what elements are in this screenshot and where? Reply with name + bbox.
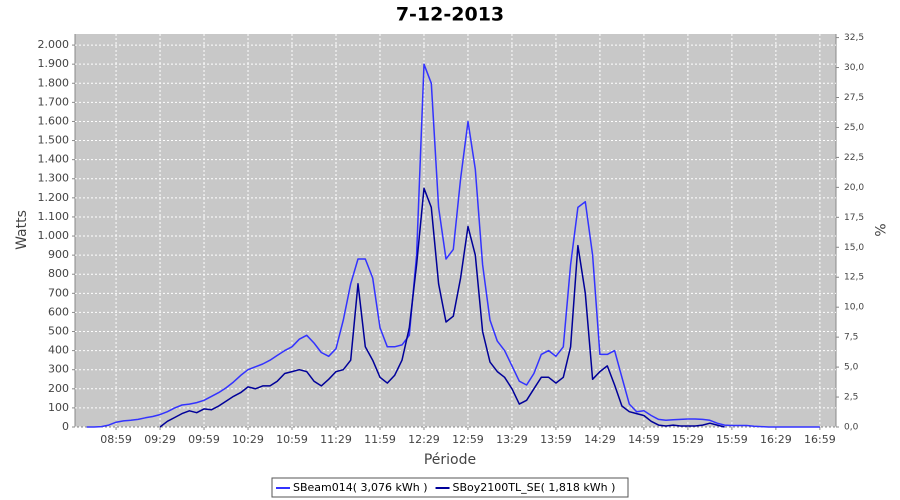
y2-tick-label: 10,0	[844, 303, 864, 313]
y-tick-label: 400	[48, 344, 69, 357]
x-tick-label: 11:59	[364, 433, 396, 446]
y2-tick-label: 32,5	[844, 33, 864, 43]
x-tick-label: 09:59	[188, 433, 220, 446]
y2-tick-label: 15,0	[844, 243, 864, 253]
y-tick-label: 300	[48, 363, 69, 376]
y2-tick-label: 12,5	[844, 273, 864, 283]
y-tick-label: 200	[48, 382, 69, 395]
y-axis-label: Watts	[14, 210, 30, 250]
x-tick-label: 08:59	[100, 433, 132, 446]
y-tick-label: 0	[62, 420, 69, 433]
y-tick-label: 700	[48, 286, 69, 299]
y-tick-label: 1.000	[38, 229, 70, 242]
x-tick-label: 09:29	[144, 433, 176, 446]
x-axis-label: Période	[424, 452, 476, 468]
y2-tick-label: 20,0	[844, 183, 864, 193]
y2-tick-label: 5,0	[844, 363, 859, 373]
x-tick-label: 11:29	[320, 433, 352, 446]
y2-tick-label: 30,0	[844, 63, 864, 73]
y-tick-label: 500	[48, 325, 69, 338]
chart-title: 7-12-2013	[396, 4, 504, 26]
y-tick-label: 1.400	[38, 153, 70, 166]
legend	[271, 477, 629, 498]
y2-tick-label: 7,5	[844, 333, 858, 343]
x-tick-label: 12:29	[408, 433, 440, 446]
y-tick-label: 800	[48, 267, 69, 280]
y-tick-label: 1.300	[38, 172, 70, 185]
series-line	[159, 187, 725, 428]
y-tick-label: 1.500	[38, 134, 70, 147]
y2-tick-label: 25,0	[844, 123, 864, 133]
x-tick-label: 12:59	[452, 433, 484, 446]
y2-tick-label: 2,5	[844, 393, 858, 403]
x-tick-label: 14:29	[584, 433, 616, 446]
y2-tick-label: 17,5	[844, 213, 864, 223]
x-tick-label: 10:29	[232, 433, 264, 446]
legend-label: SBeam014( 3,076 kWh )	[293, 481, 428, 494]
x-tick-label: 16:29	[760, 433, 792, 446]
y-tick-label: 1.700	[38, 95, 70, 108]
y-tick-label: 1.800	[38, 76, 70, 89]
y-tick-label: 1.100	[38, 210, 70, 223]
x-tick-label: 14:59	[628, 433, 660, 446]
x-tick-label: 13:29	[496, 433, 528, 446]
series-line	[86, 63, 820, 428]
x-tick-label: 16:59	[804, 433, 836, 446]
y-tick-label: 2.000	[38, 38, 70, 51]
y-tick-label: 900	[48, 248, 69, 261]
y-tick-label: 600	[48, 305, 69, 318]
y2-tick-label: 22,5	[844, 153, 864, 163]
y-tick-label: 1.900	[38, 57, 70, 70]
y-tick-label: 100	[48, 401, 69, 414]
y-tick-label: 1.200	[38, 191, 70, 204]
y2-tick-label: 27,5	[844, 93, 864, 103]
legend-label: SBoy2100TL_SE( 1,818 kWh )	[453, 481, 616, 494]
x-tick-label: 10:59	[276, 433, 308, 446]
y2-axis-label: %	[871, 223, 887, 236]
x-tick-label: 15:59	[716, 433, 748, 446]
x-tick-label: 15:29	[672, 433, 704, 446]
y-tick-label: 1.600	[38, 114, 70, 127]
x-tick-label: 13:59	[540, 433, 572, 446]
y2-tick-label: 0,0	[844, 423, 859, 433]
